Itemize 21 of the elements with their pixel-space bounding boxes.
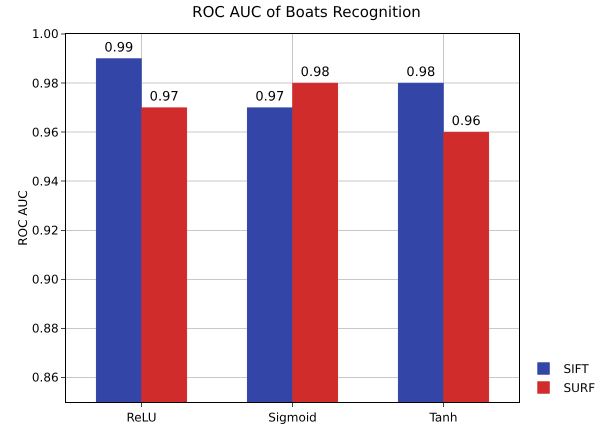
y-tick-label: 0.86 [32,370,59,385]
y-tick-label: 0.98 [32,76,59,90]
y-axis-title: ROC AUC [16,190,30,246]
data-label: 0.97 [150,90,179,105]
legend-label: SIFT [564,362,590,376]
y-tick-label: 0.90 [32,272,59,287]
chart-title: ROC AUC of Boats Recognition [192,2,421,21]
y-tick-label: 0.92 [32,223,59,238]
data-label: 0.98 [406,65,436,80]
y-tick-label: 1.00 [32,27,59,42]
data-label: 0.97 [255,90,284,105]
y-tick-label: 0.94 [32,174,59,188]
data-label: 0.98 [300,65,330,80]
y-tick-label: 0.88 [32,322,59,336]
x-tick-label: Sigmoid [268,410,317,424]
legend-label: SURF [564,381,596,396]
y-tick-label: 0.96 [32,125,59,140]
x-tick-label: ReLU [126,410,157,424]
data-label: 0.96 [452,114,481,130]
data-label: 0.99 [104,40,134,56]
x-tick-label: Tanh [428,410,458,424]
